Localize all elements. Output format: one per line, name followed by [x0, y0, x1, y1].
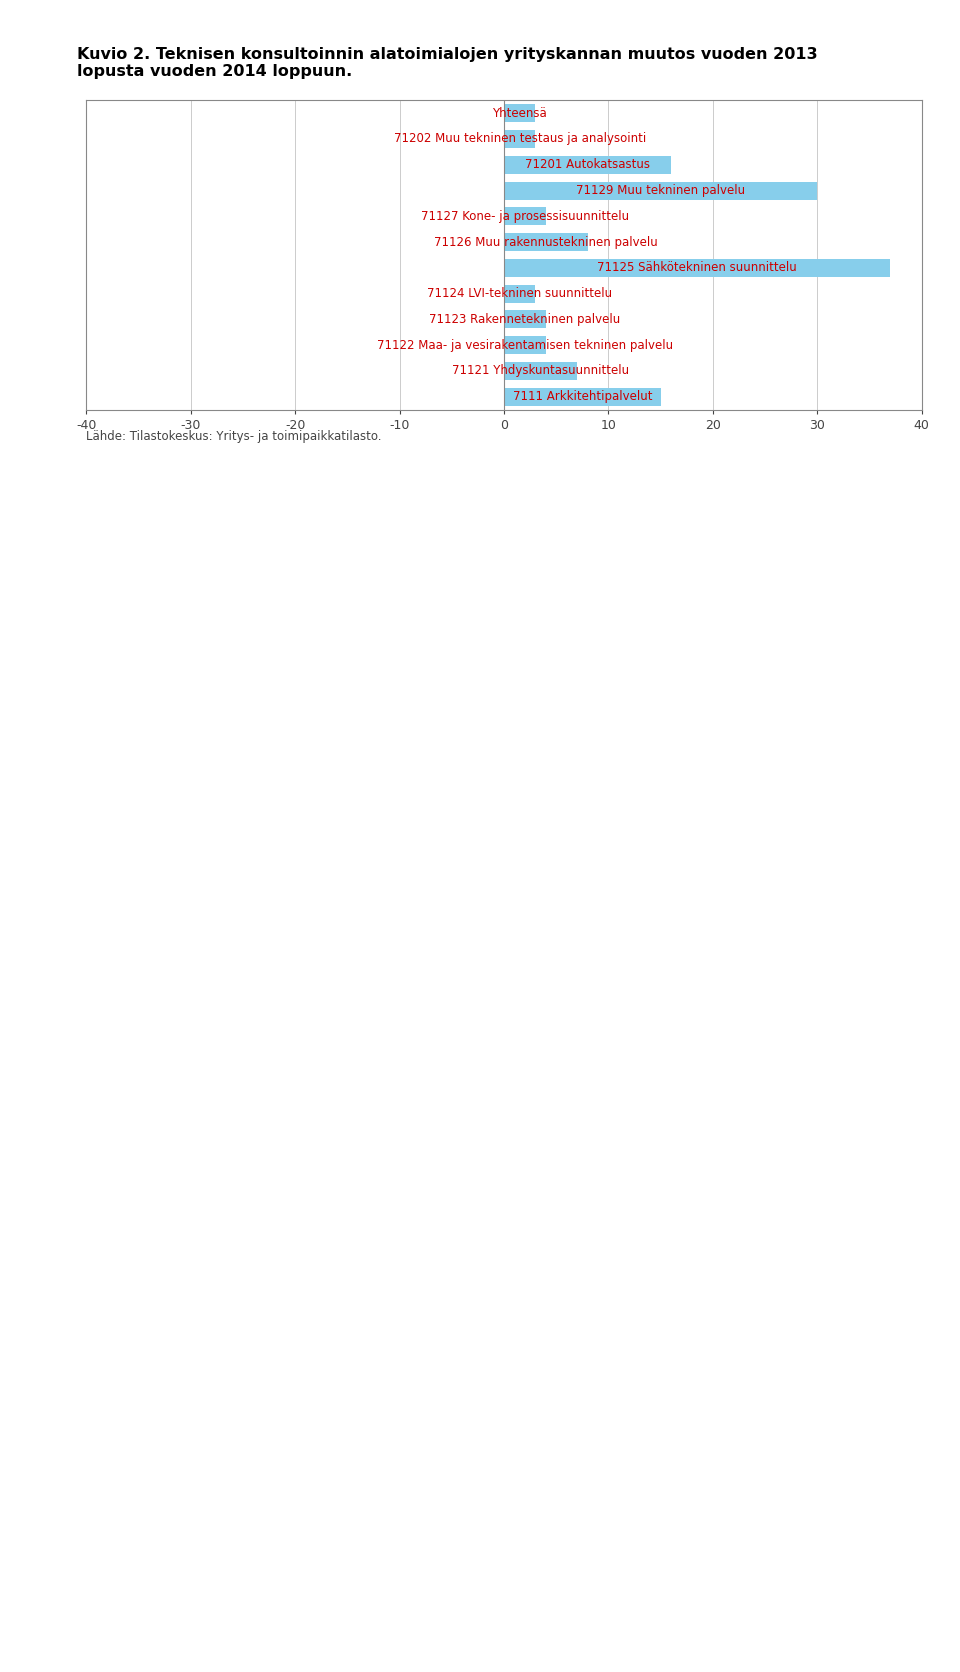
Bar — [504, 155, 671, 174]
Text: 71126 Muu rakennustekninen palvelu: 71126 Muu rakennustekninen palvelu — [434, 236, 658, 249]
Text: 71123 Rakennetekninen palvelu: 71123 Rakennetekninen palvelu — [429, 313, 620, 326]
Text: Lähde: Tilastokeskus: Yritys- ja toimipaikkatilasto.: Lähde: Tilastokeskus: Yritys- ja toimipa… — [86, 430, 382, 443]
Text: 71201 Autokatsastus: 71201 Autokatsastus — [525, 159, 650, 171]
Text: 71122 Maa- ja vesirakentamisen tekninen palvelu: 71122 Maa- ja vesirakentamisen tekninen … — [377, 339, 673, 351]
Bar — [504, 207, 545, 226]
Bar — [504, 182, 817, 199]
Text: 71124 LVI-tekninen suunnittelu: 71124 LVI-tekninen suunnittelu — [427, 288, 612, 301]
Text: 71127 Kone- ja prosessisuunnittelu: 71127 Kone- ja prosessisuunnittelu — [420, 209, 629, 222]
Bar — [504, 311, 545, 328]
Text: 71125 Sähkötekninen suunnittelu: 71125 Sähkötekninen suunnittelu — [597, 261, 797, 274]
Bar — [504, 130, 536, 149]
Bar — [504, 104, 536, 122]
Bar — [504, 361, 577, 380]
Text: Kuvio 2. Teknisen konsultoinnin alatoimialojen yrityskannan muutos vuoden 2013: Kuvio 2. Teknisen konsultoinnin alatoimi… — [77, 47, 817, 62]
Bar — [504, 284, 536, 303]
Text: Yhteensä: Yhteensä — [492, 107, 547, 120]
Text: 71121 Yhdyskuntasuunnittelu: 71121 Yhdyskuntasuunnittelu — [452, 364, 629, 378]
Text: 71129 Muu tekninen palvelu: 71129 Muu tekninen palvelu — [576, 184, 745, 197]
Text: lopusta vuoden 2014 loppuun.: lopusta vuoden 2014 loppuun. — [77, 64, 352, 79]
Bar — [504, 388, 660, 406]
Bar — [504, 336, 545, 354]
Text: 7111 Arkkitehtipalvelut: 7111 Arkkitehtipalvelut — [513, 390, 652, 403]
Text: 71202 Muu tekninen testaus ja analysointi: 71202 Muu tekninen testaus ja analysoint… — [394, 132, 646, 145]
Bar — [504, 259, 890, 278]
Bar — [504, 232, 588, 251]
